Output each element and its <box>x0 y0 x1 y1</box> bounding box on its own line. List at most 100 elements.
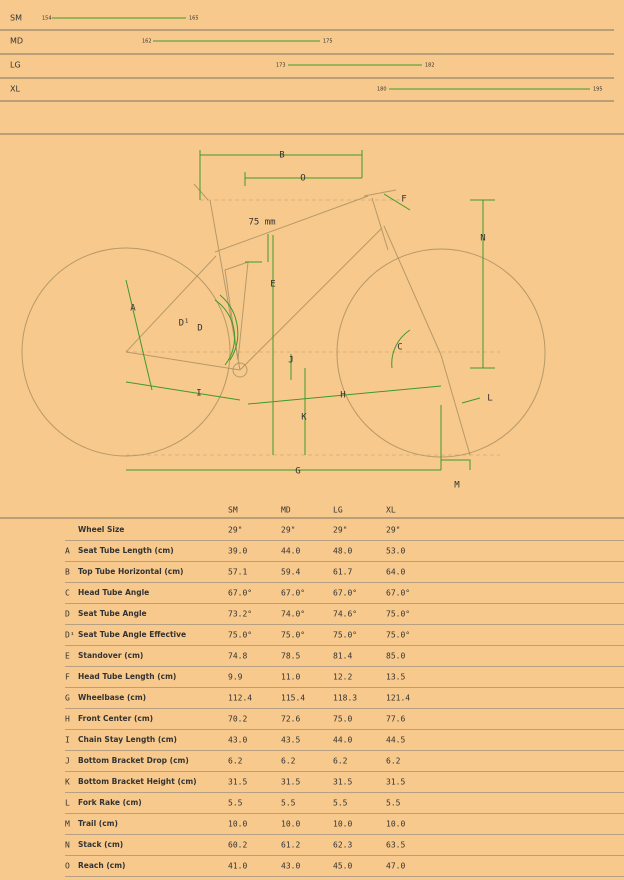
bike-diagram: B O F 75 mm N E A D¹ D J C H L I K G M <box>21 150 546 491</box>
cell-value: 115.4 <box>281 694 305 703</box>
row-name: Front Center (cm) <box>78 714 153 723</box>
size-label: SM <box>10 14 22 23</box>
row-letter: J <box>65 757 70 766</box>
cell-value: 48.0 <box>333 547 352 556</box>
cell-value: 72.6 <box>281 715 300 724</box>
cell-value: 31.5 <box>333 778 352 787</box>
size-min: 180 <box>377 87 387 93</box>
cell-value: 67.0° <box>281 589 305 598</box>
cell-value: 85.0 <box>386 652 405 661</box>
size-max: 165 <box>189 16 199 22</box>
row-name: Stack (cm) <box>78 840 123 849</box>
cell-value: 78.5 <box>281 652 300 661</box>
row-name: Reach (cm) <box>78 861 125 870</box>
dimension-label: O <box>300 174 305 184</box>
cell-value: 6.2 <box>333 757 348 766</box>
cell-value: 29" <box>228 526 242 535</box>
cell-value: 73.2° <box>228 610 252 619</box>
cell-value: 75.0 <box>333 715 352 724</box>
cell-value: 75.0° <box>228 631 252 640</box>
size-label: XL <box>10 85 20 94</box>
cell-value: 121.4 <box>386 694 410 703</box>
cell-value: 64.0 <box>386 568 405 577</box>
row-letter: K <box>65 778 70 787</box>
cell-value: 59.4 <box>281 568 300 577</box>
cell-value: 12.2 <box>333 673 352 682</box>
size-min: 173 <box>276 63 286 69</box>
dimension-label: J <box>288 356 293 366</box>
cell-value: 75.0° <box>386 631 410 640</box>
column-header: MD <box>281 506 291 515</box>
dimension-label: N <box>480 234 485 244</box>
row-letter: C <box>65 589 70 598</box>
cell-value: 5.5 <box>333 799 348 808</box>
cell-value: 10.0 <box>386 820 405 829</box>
cell-value: 9.9 <box>228 673 243 682</box>
cell-value: 75.0° <box>281 631 305 640</box>
cell-value: 74.8 <box>228 652 247 661</box>
cell-value: 77.6 <box>386 715 405 724</box>
cell-value: 6.2 <box>386 757 401 766</box>
size-min: 162 <box>142 39 152 45</box>
cell-value: 44.0 <box>333 736 352 745</box>
row-letter: N <box>65 841 70 850</box>
cell-value: 70.2 <box>228 715 247 724</box>
row-letter: O <box>65 862 70 871</box>
size-chart: SM 154 165 MD 162 175 LG 173 182 XL 180 … <box>0 14 614 102</box>
cell-value: 47.0 <box>386 862 405 871</box>
row-letter: D¹ <box>65 631 75 640</box>
row-letter: D <box>65 610 70 619</box>
cell-value: 67.0° <box>386 589 410 598</box>
column-header: LG <box>333 506 343 515</box>
cell-value: 6.2 <box>281 757 296 766</box>
dimension-label: K <box>301 413 307 423</box>
row-name: Head Tube Length (cm) <box>78 672 176 681</box>
cell-value: 60.2 <box>228 841 247 850</box>
size-label: LG <box>10 61 21 70</box>
dimension-label: B <box>279 151 284 161</box>
row-name: Bottom Bracket Height (cm) <box>78 777 197 786</box>
cell-value: 31.5 <box>281 778 300 787</box>
cell-value: 29" <box>386 526 400 535</box>
cell-value: 44.5 <box>386 736 405 745</box>
size-min: 154 <box>42 16 52 22</box>
cell-value: 10.0 <box>333 820 352 829</box>
row-name: Trail (cm) <box>78 819 118 828</box>
row-letter: E <box>65 652 70 661</box>
dimension-label: D¹ <box>179 319 190 329</box>
cell-value: 45.0 <box>333 862 352 871</box>
cell-value: 41.0 <box>228 862 247 871</box>
column-header: XL <box>386 506 396 515</box>
dimension-label: L <box>487 394 492 404</box>
dimension-label: D <box>197 324 202 334</box>
row-name: Fork Rake (cm) <box>78 798 142 807</box>
size-max: 182 <box>425 63 435 69</box>
row-name: Seat Tube Angle <box>78 609 147 618</box>
cell-value: 39.0 <box>228 547 247 556</box>
cell-value: 44.0 <box>281 547 300 556</box>
row-name: Top Tube Horizontal (cm) <box>78 567 183 576</box>
row-letter: F <box>65 673 70 682</box>
cell-value: 43.5 <box>281 736 300 745</box>
row-name: Bottom Bracket Drop (cm) <box>78 756 189 765</box>
row-letter: A <box>65 547 70 556</box>
cell-value: 31.5 <box>228 778 247 787</box>
cell-value: 61.2 <box>281 841 300 850</box>
size-max: 195 <box>593 87 603 93</box>
row-letter: B <box>65 568 70 577</box>
frame-panel <box>224 261 249 361</box>
cell-value: 67.0° <box>228 589 252 598</box>
row-letter: I <box>65 736 70 745</box>
row-letter: M <box>65 820 70 829</box>
cell-value: 6.2 <box>228 757 243 766</box>
cell-value: 10.0 <box>281 820 300 829</box>
frame <box>125 183 471 456</box>
dimension-label: F <box>401 195 406 205</box>
cell-value: 74.0° <box>281 610 305 619</box>
cell-value: 63.5 <box>386 841 405 850</box>
dimension-label: A <box>130 304 136 314</box>
row-name: Seat Tube Length (cm) <box>78 546 174 555</box>
dimension-label: M <box>454 481 460 491</box>
